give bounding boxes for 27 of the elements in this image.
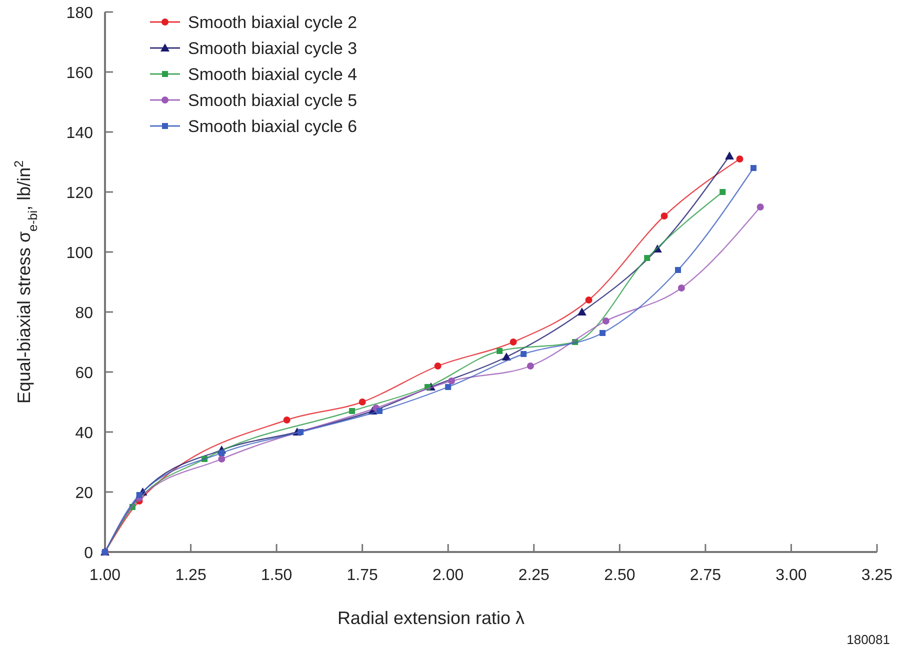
y-tick-label: 120	[66, 185, 94, 202]
x-tick-label: 3.00	[776, 567, 807, 584]
y-tick-label: 100	[66, 245, 94, 262]
x-tick-label: 1.25	[175, 567, 206, 584]
x-tick-label: 2.50	[604, 567, 636, 584]
y-tick-label: 0	[84, 545, 94, 562]
y-tick-label: 20	[75, 485, 94, 502]
x-tick-label: 2.00	[432, 567, 464, 584]
y-tick-label: 140	[66, 125, 94, 142]
x-tick-label: 3.25	[861, 567, 893, 584]
y-tick-label: 40	[75, 425, 94, 442]
x-axis-title: Radial extension ratio λ	[337, 608, 525, 628]
legend-label: Smooth biaxial cycle 2	[188, 13, 358, 32]
x-tick-label: 1.75	[346, 567, 378, 584]
legend-label: Smooth biaxial cycle 3	[188, 39, 358, 58]
x-tick-label: 1.50	[260, 567, 292, 584]
legend-label: Smooth biaxial cycle 6	[188, 117, 358, 136]
y-tick-label: 180	[66, 5, 94, 22]
y-tick-label: 80	[75, 305, 94, 322]
y-tick-label: 160	[66, 65, 94, 82]
x-tick-label: 2.75	[690, 567, 722, 584]
legend-label: Smooth biaxial cycle 4	[188, 65, 358, 84]
y-tick-label: 60	[75, 365, 94, 382]
text: 180081	[846, 632, 890, 647]
x-tick-label: 1.00	[89, 567, 121, 584]
x-tick-label: 2.25	[518, 567, 550, 584]
legend-label: Smooth biaxial cycle 5	[188, 91, 358, 110]
